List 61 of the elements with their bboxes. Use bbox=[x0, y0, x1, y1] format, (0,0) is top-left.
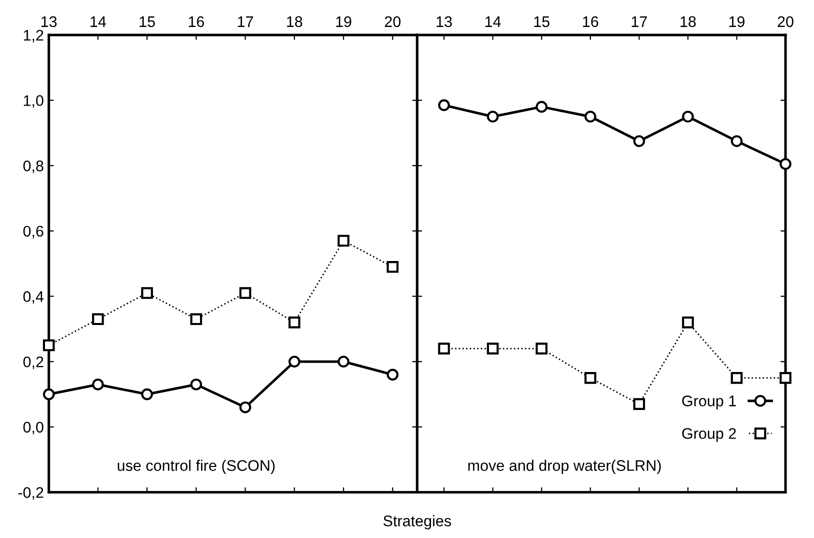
point bbox=[239, 401, 252, 414]
point bbox=[190, 313, 202, 326]
point bbox=[584, 372, 596, 384]
y-tick-label: 0,8 bbox=[23, 160, 44, 174]
point bbox=[386, 260, 399, 273]
x-tick-label: 14 bbox=[90, 16, 106, 27]
x-tick-label: 18 bbox=[680, 16, 696, 28]
point bbox=[780, 158, 792, 170]
x-tick-label: 15 bbox=[534, 16, 550, 28]
x-tick-label: 19 bbox=[729, 16, 744, 28]
point bbox=[92, 313, 104, 326]
point bbox=[386, 368, 399, 381]
point bbox=[682, 110, 694, 123]
point bbox=[338, 356, 350, 368]
point bbox=[730, 135, 743, 148]
point bbox=[584, 110, 596, 123]
point bbox=[92, 378, 104, 390]
y-tick-label: 1,0 bbox=[24, 95, 44, 108]
point bbox=[780, 372, 792, 384]
point bbox=[486, 342, 499, 354]
x-tick-label: 14 bbox=[485, 16, 501, 27]
point bbox=[730, 372, 743, 384]
annotation: use control fire (SCON) bbox=[118, 460, 275, 474]
point bbox=[42, 388, 55, 400]
x-tick-label: 16 bbox=[188, 16, 204, 28]
legend-label: Group 2 bbox=[682, 428, 736, 442]
point bbox=[288, 356, 300, 368]
x-tick-label: 13 bbox=[42, 16, 57, 28]
y-tick-label: 0,4 bbox=[23, 291, 44, 304]
legend-label: Group 1 bbox=[682, 396, 736, 410]
x-tick-label: 17 bbox=[632, 16, 647, 27]
x-tick-label: 17 bbox=[238, 16, 254, 27]
y-tick-label: 0,2 bbox=[23, 356, 44, 370]
y-tick-label: 0,0 bbox=[23, 422, 44, 434]
x-tick-label: 13 bbox=[436, 16, 452, 28]
x-tick-label: 20 bbox=[778, 16, 794, 28]
x-tick-label: 19 bbox=[336, 16, 352, 28]
y-tick-label: 0,6 bbox=[23, 226, 44, 238]
x-axis-title: Strategies bbox=[383, 515, 452, 530]
point bbox=[42, 339, 55, 352]
x-tick-label: 15 bbox=[140, 16, 155, 28]
annotation: move and drop water(SLRN) bbox=[468, 460, 661, 474]
point bbox=[141, 287, 153, 299]
point bbox=[536, 100, 548, 113]
point bbox=[536, 342, 548, 354]
point bbox=[190, 378, 202, 390]
x-tick-label: 20 bbox=[384, 16, 401, 28]
y-tick-label: -0,2 bbox=[18, 487, 44, 500]
point bbox=[438, 99, 450, 112]
point bbox=[633, 135, 646, 148]
y-tick-label: 1,2 bbox=[24, 30, 44, 42]
point bbox=[338, 234, 350, 247]
point bbox=[438, 342, 450, 354]
point bbox=[486, 110, 499, 123]
point bbox=[288, 316, 300, 328]
point bbox=[682, 316, 694, 328]
x-tick-label: 18 bbox=[287, 16, 302, 28]
point bbox=[633, 398, 646, 410]
point bbox=[141, 388, 153, 400]
point bbox=[239, 287, 252, 299]
x-tick-label: 16 bbox=[583, 16, 598, 28]
